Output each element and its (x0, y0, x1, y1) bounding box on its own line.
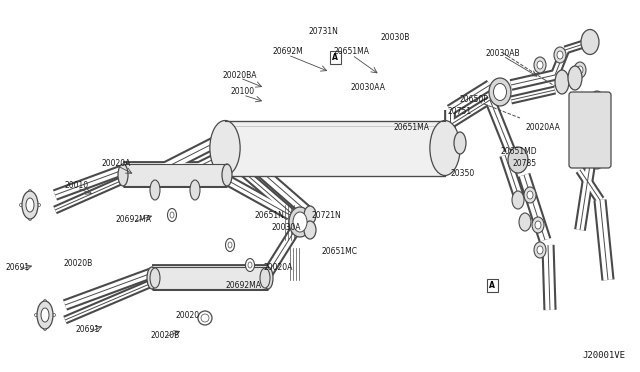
Ellipse shape (304, 221, 316, 239)
Ellipse shape (593, 155, 600, 164)
Text: 20030A: 20030A (271, 224, 301, 232)
Bar (123, 164, 227, 186)
Ellipse shape (150, 268, 160, 288)
Text: 20030AA: 20030AA (351, 83, 385, 93)
Ellipse shape (590, 151, 604, 169)
Text: 20651MA: 20651MA (394, 124, 430, 132)
Ellipse shape (524, 187, 536, 203)
Ellipse shape (554, 47, 566, 63)
Ellipse shape (293, 212, 307, 232)
Ellipse shape (22, 191, 38, 219)
Ellipse shape (430, 121, 460, 176)
Text: 20691: 20691 (76, 326, 100, 334)
Text: 20350: 20350 (451, 169, 475, 177)
Ellipse shape (590, 121, 604, 139)
Text: 20692M: 20692M (273, 48, 303, 57)
Ellipse shape (508, 147, 528, 173)
Ellipse shape (568, 66, 582, 90)
Text: 20020A: 20020A (263, 263, 292, 273)
Ellipse shape (454, 132, 466, 154)
Text: 20691: 20691 (6, 263, 30, 273)
Ellipse shape (228, 242, 232, 248)
Ellipse shape (35, 314, 38, 317)
Text: 20721N: 20721N (311, 211, 341, 219)
Ellipse shape (593, 125, 600, 135)
Text: 20030B: 20030B (380, 33, 410, 42)
Ellipse shape (537, 246, 543, 254)
Ellipse shape (246, 259, 255, 272)
Ellipse shape (527, 191, 533, 199)
Ellipse shape (263, 267, 273, 289)
Text: 20650P: 20650P (460, 96, 488, 105)
Text: A: A (489, 280, 495, 289)
Ellipse shape (29, 189, 31, 192)
Text: 20020BA: 20020BA (223, 71, 257, 80)
Ellipse shape (574, 62, 586, 78)
Text: 20030AB: 20030AB (486, 48, 520, 58)
Ellipse shape (489, 78, 511, 106)
Ellipse shape (593, 96, 600, 105)
Ellipse shape (210, 121, 240, 176)
Text: 20751: 20751 (448, 108, 472, 116)
Ellipse shape (190, 180, 200, 200)
Text: 20020AA: 20020AA (525, 124, 561, 132)
Ellipse shape (534, 57, 546, 73)
Bar (152, 267, 268, 289)
Ellipse shape (118, 164, 128, 186)
Text: 20785: 20785 (513, 158, 537, 167)
Ellipse shape (41, 308, 49, 322)
Text: 20020A: 20020A (101, 158, 131, 167)
Ellipse shape (535, 221, 541, 229)
Bar (486, 279, 497, 292)
Ellipse shape (493, 83, 506, 100)
Ellipse shape (44, 327, 47, 330)
Ellipse shape (304, 206, 316, 224)
Text: J20001VE: J20001VE (582, 351, 625, 360)
Text: 20651N: 20651N (254, 211, 284, 219)
Ellipse shape (519, 213, 531, 231)
Text: 20020B: 20020B (63, 259, 93, 267)
Text: 20100: 20100 (231, 87, 255, 96)
Ellipse shape (590, 91, 604, 109)
Text: 20010: 20010 (65, 180, 89, 189)
Text: 20651MD: 20651MD (500, 148, 538, 157)
Text: A: A (332, 52, 338, 61)
Ellipse shape (222, 164, 232, 186)
Ellipse shape (512, 191, 524, 209)
Ellipse shape (557, 51, 563, 59)
Ellipse shape (581, 29, 599, 55)
Ellipse shape (537, 61, 543, 69)
Text: 20692MA: 20692MA (225, 280, 261, 289)
Bar (330, 51, 340, 64)
Ellipse shape (532, 217, 544, 233)
Ellipse shape (201, 314, 209, 322)
Text: 20651MC: 20651MC (322, 247, 358, 257)
Ellipse shape (260, 268, 270, 288)
Ellipse shape (534, 242, 546, 258)
Ellipse shape (29, 218, 31, 221)
Ellipse shape (225, 238, 234, 251)
Ellipse shape (26, 198, 34, 212)
Ellipse shape (37, 301, 53, 329)
Ellipse shape (248, 262, 252, 268)
FancyBboxPatch shape (569, 92, 611, 168)
Ellipse shape (168, 208, 177, 221)
Text: 20020B: 20020B (150, 330, 180, 340)
Text: 20020: 20020 (176, 311, 200, 320)
Ellipse shape (44, 299, 47, 302)
Ellipse shape (38, 203, 40, 206)
Ellipse shape (555, 70, 569, 94)
Ellipse shape (170, 212, 174, 218)
Ellipse shape (289, 207, 311, 237)
Ellipse shape (198, 311, 212, 325)
Text: 20692MA: 20692MA (115, 215, 151, 224)
Bar (225, 121, 445, 176)
Ellipse shape (147, 267, 157, 289)
Ellipse shape (52, 314, 56, 317)
Ellipse shape (577, 66, 583, 74)
Text: 20651MA: 20651MA (334, 48, 370, 57)
Ellipse shape (19, 203, 22, 206)
Text: 20731N: 20731N (308, 28, 338, 36)
Ellipse shape (150, 180, 160, 200)
